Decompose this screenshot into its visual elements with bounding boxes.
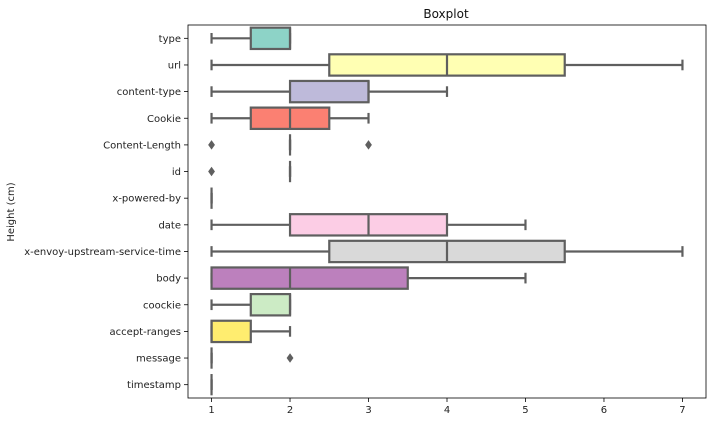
y-tick-label: date [158,220,181,231]
y-tick-label: x-powered-by [112,194,181,205]
box-rect [210,266,409,290]
plot-frame [187,24,707,399]
box-group-type [210,26,292,51]
box-group-id [208,160,292,183]
box-rect [249,26,292,51]
outlier-marker [208,140,215,150]
y-tick-label: coockie [143,300,181,311]
y-axis: type url content-type Cookie Content-Length i… [24,34,188,391]
y-axis-title: Height (cm) [6,182,17,241]
box-rect [288,79,370,104]
x-tick-label: 1 [208,405,214,416]
box-rect [249,292,292,317]
box-rect [210,319,252,344]
y-tick-label: content-type [117,87,181,98]
x-tick-label: 6 [601,405,607,416]
box-group-accept-ranges [210,319,292,344]
box-group-Cookie [210,106,370,131]
x-tick-label: 5 [522,405,528,416]
x-tick-label: 4 [444,405,450,416]
box-group-date [210,213,527,237]
outlier-marker [365,140,372,150]
y-tick-label: timestamp [127,380,181,391]
y-tick-label: id [172,167,181,178]
y-tick-label: type [159,34,181,45]
outlier-marker [208,166,215,177]
y-tick-label: body [156,274,181,285]
y-tick-label: message [136,354,181,365]
y-tick-label: accept-ranges [110,327,181,338]
box-group-message [210,347,294,369]
x-axis: 1 2 3 4 5 6 7 [208,398,686,416]
chart-title: Boxplot [423,7,469,21]
y-tick-label: url [168,60,181,71]
y-tick-label: x-envoy-upstream-service-time [24,247,181,258]
x-tick-label: 2 [287,405,293,416]
box-group-url [210,53,684,77]
outlier-marker [286,353,294,363]
box-group-content-type [210,79,449,104]
y-tick-label: Cookie [147,114,181,125]
box-group-Content-Length [208,134,372,156]
y-tick-label: Content-Length [103,140,181,151]
x-tick-label: 7 [679,405,685,416]
box-group-coockie [210,292,292,317]
box-group-body [210,266,527,290]
plot-area [208,26,684,396]
x-tick-label: 3 [365,405,371,416]
box-group-x-envoy-upstream-service-time [210,239,684,264]
